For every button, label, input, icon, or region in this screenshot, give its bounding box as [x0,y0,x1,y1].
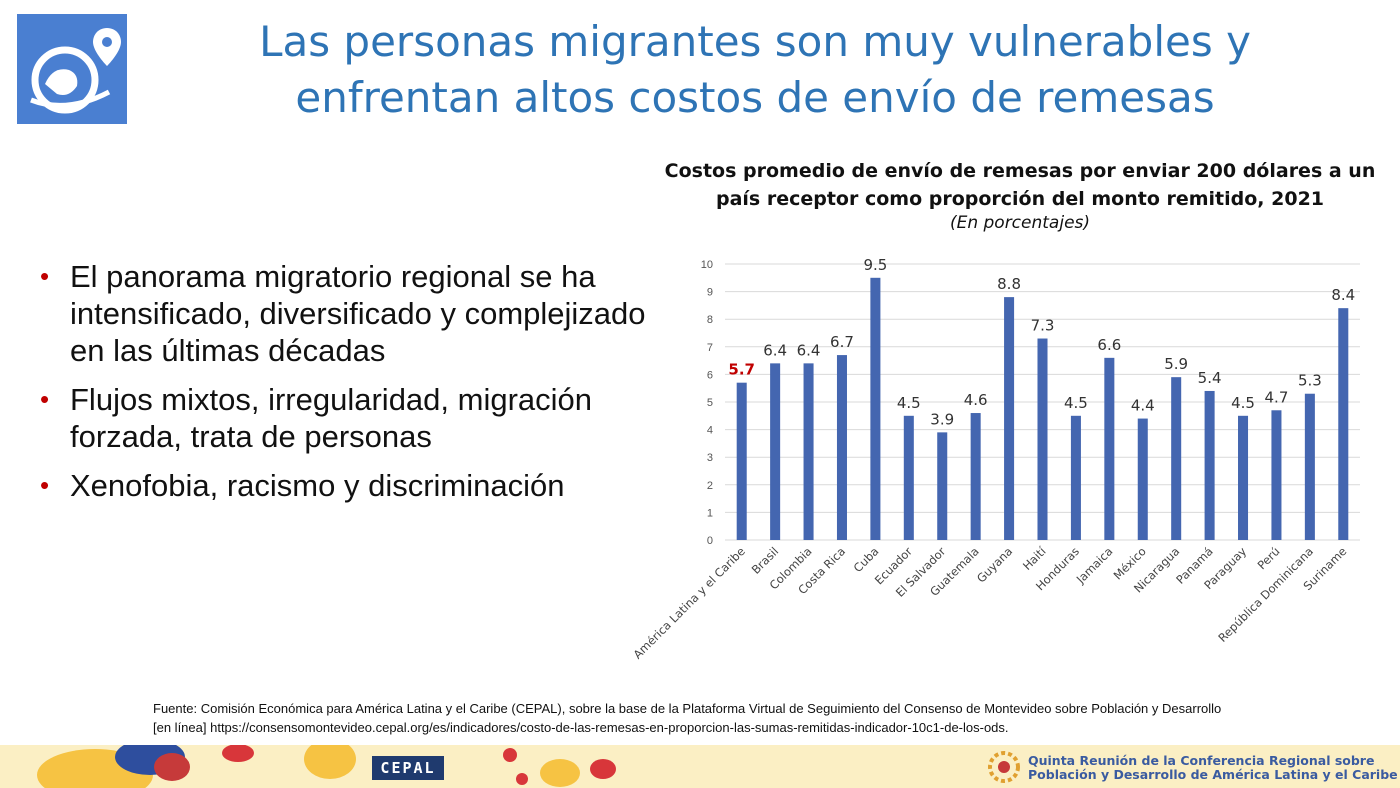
data-label: 4.5 [897,394,921,412]
x-tick-label: Jamaica [1073,544,1116,587]
y-tick-label: 6 [707,369,713,381]
bar [1271,410,1282,540]
data-label: 4.6 [964,391,988,409]
footer-decoration [37,745,616,788]
y-tick-label: 5 [707,397,713,409]
y-tick-label: 4 [707,425,713,437]
x-tick-label: Guyana [974,544,1015,585]
cepal-logo: CEPAL [372,756,444,780]
source-note: Fuente: Comisión Económica para América … [153,699,1363,737]
x-tick-label: Haití [1020,544,1049,573]
page-title-line-2: enfrentan altos costos de envío de remes… [295,73,1215,122]
y-tick-label: 9 [707,287,713,299]
data-label: 5.9 [1164,355,1188,373]
data-label: 5.4 [1198,369,1222,387]
bar [1004,297,1015,540]
bullet-item: • Flujos mixtos, irregularidad, migración… [40,381,650,455]
bar [870,277,881,540]
logo [17,14,127,124]
data-label: 6.4 [763,341,787,359]
bar [1204,390,1215,540]
bar [770,363,781,540]
bar [903,415,914,540]
bar [1338,308,1349,540]
source-line-1: Fuente: Comisión Económica para América … [153,701,1222,716]
bar [1037,338,1048,540]
source-line-2: [en línea] https://consensomontevideo.ce… [153,720,1009,735]
data-label: 6.7 [830,333,854,351]
chart-subtitle: (En porcentajes) [949,213,1091,233]
bullet-item: • El panorama migratorio regional se ha i… [40,258,650,369]
footer-banner: CEPAL Quinta Reunión de la Conferencia R… [0,745,1400,788]
bar [1104,357,1115,540]
x-tick-label: Perú [1255,544,1283,572]
data-label: 9.5 [863,256,887,274]
data-label: 3.9 [930,410,954,428]
conference-name: Quinta Reunión de la Conferencia Regiona… [1028,754,1398,782]
y-tick-label: 7 [707,342,713,354]
data-label: 6.4 [797,341,821,359]
data-label: 4.5 [1231,394,1255,412]
x-tick-label: América Latina y el Caribe [630,544,747,661]
y-tick-label: 8 [707,314,713,326]
conference-line-1: Quinta Reunión de la Conferencia Regiona… [1028,753,1375,768]
x-tick-label: Cuba [851,544,882,575]
data-label: 4.5 [1064,394,1088,412]
data-label: 5.3 [1298,372,1322,390]
bullet-list: • El panorama migratorio regional se ha i… [40,258,650,516]
bullet-text: Flujos mixtos, irregularidad, migración … [70,382,593,454]
bar [937,432,948,540]
bullet-dot-icon: • [40,384,50,414]
y-tick-label: 10 [701,259,713,271]
bar [836,355,847,540]
bar [970,413,981,540]
bar [1137,418,1148,540]
bar [736,382,747,540]
page-title: Las personas migrantes son muy vulnerabl… [230,14,1280,126]
globe-location-pin-icon [30,28,121,114]
conference-line-2: Población y Desarrollo de América Latina… [1028,767,1398,782]
bullet-text: Xenofobia, racismo y discriminación [70,468,565,503]
bullet-text: El panorama migratorio regional se ha in… [70,259,646,368]
data-label: 5.7 [728,361,755,379]
conference-emblem-icon [988,751,1020,783]
data-label: 8.8 [997,275,1021,293]
bullet-item: • Xenofobia, racismo y discriminación [40,467,650,504]
bullet-dot-icon: • [40,470,50,500]
data-label: 7.3 [1031,317,1055,335]
bar [803,363,814,540]
y-tick-label: 2 [707,480,713,492]
bar [1070,415,1081,540]
y-tick-label: 3 [707,452,713,464]
data-label: 4.4 [1131,397,1155,415]
bar [1171,377,1182,540]
data-label: 8.4 [1331,286,1355,304]
bar [1304,393,1315,540]
page-title-line-1: Las personas migrantes son muy vulnerabl… [259,17,1251,66]
data-label: 6.6 [1097,336,1121,354]
y-tick-label: 0 [707,535,713,547]
chart-title: Costos promedio de envío de remesas por … [664,160,1376,210]
bar-chart: 0 1 2 3 4 5 6 7 8 9 10 5.7 América Latina y el Carib… [630,256,1360,662]
bullet-dot-icon: • [40,261,50,291]
bar [1238,415,1249,540]
y-tick-label: 1 [707,507,713,519]
data-label: 4.7 [1265,388,1289,406]
